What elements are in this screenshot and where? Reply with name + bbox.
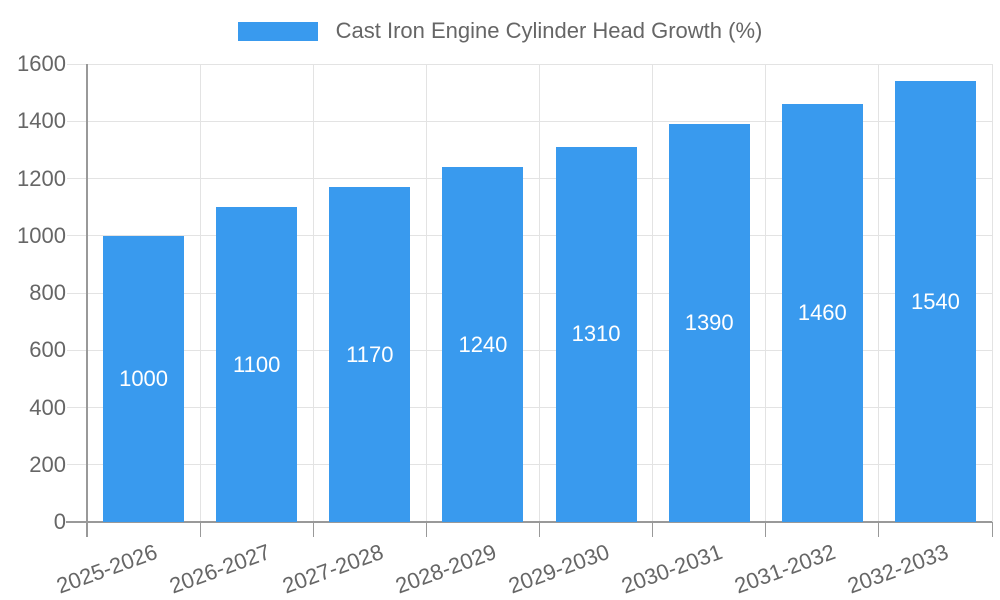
legend-item[interactable]: Cast Iron Engine Cylinder Head Growth (%… <box>237 18 763 44</box>
y-axis-label: 1600 <box>17 51 66 76</box>
gridline-vertical <box>312 64 314 522</box>
x-axis-tick <box>652 522 654 537</box>
y-axis-label: 800 <box>29 280 66 305</box>
bar-value-label: 1000 <box>119 365 169 391</box>
x-axis-label: 2032-2033 <box>844 539 952 599</box>
gridline-vertical <box>991 64 993 522</box>
y-axis-label: 400 <box>29 394 66 420</box>
bar: 1540 <box>894 81 976 522</box>
x-axis-line <box>66 521 992 523</box>
x-axis-label: 2028-2029 <box>392 539 500 599</box>
x-axis-tick <box>765 522 767 537</box>
legend-label: Cast Iron Engine Cylinder Head Growth (%… <box>335 18 763 43</box>
y-axis-tick <box>67 63 87 65</box>
y-axis-label: 1200 <box>17 165 66 191</box>
bar-value-label: 1540 <box>910 288 960 314</box>
x-axis-label: 2026-2027 <box>165 539 274 599</box>
y-axis-tick <box>67 120 87 122</box>
x-axis-label: 2027-2028 <box>278 539 387 599</box>
x-axis-label: 2031-2032 <box>731 539 839 599</box>
legend: Cast Iron Engine Cylinder Head Growth (%… <box>0 18 1000 44</box>
x-axis-tick <box>878 522 880 537</box>
bar-value-label: 1170 <box>346 341 394 367</box>
y-axis-label: 1000 <box>17 222 66 248</box>
bar: 1170 <box>329 187 411 522</box>
bar: 1390 <box>668 124 750 522</box>
y-axis-label: 1400 <box>17 108 66 134</box>
gridline-vertical <box>878 64 880 522</box>
x-axis-label: 2030-2031 <box>618 539 726 599</box>
bar: 1240 <box>442 167 524 522</box>
x-axis-tick <box>425 522 427 537</box>
x-axis-tick <box>539 522 540 537</box>
y-axis-tick <box>67 349 87 351</box>
y-axis-tick <box>67 178 87 179</box>
legend-swatch-icon <box>237 21 318 41</box>
x-axis-label: 2025-2026 <box>52 539 161 599</box>
bar-value-label: 1390 <box>684 310 734 336</box>
y-axis-tick <box>67 292 87 294</box>
gridline-vertical <box>425 64 427 522</box>
y-axis-line <box>86 64 88 537</box>
bar-value-label: 1310 <box>571 321 621 347</box>
y-axis-tick <box>67 464 87 466</box>
bar: 1310 <box>555 147 637 522</box>
bar-value-label: 1100 <box>233 351 281 377</box>
x-axis-tick <box>312 522 314 537</box>
x-axis-label: 2029-2030 <box>505 539 613 599</box>
gridline-vertical <box>539 64 540 522</box>
gridline-vertical <box>652 64 654 522</box>
y-axis-label: 0 <box>53 509 66 534</box>
gridline-vertical <box>765 64 767 522</box>
x-axis-tick <box>199 522 201 537</box>
bar-value-label: 1240 <box>458 331 508 357</box>
y-axis-tick <box>67 407 87 408</box>
x-axis-tick <box>991 522 993 537</box>
bar: 1100 <box>216 207 298 522</box>
gridline-vertical <box>199 64 201 522</box>
y-axis-tick <box>67 235 87 237</box>
bar: 1000 <box>103 235 185 522</box>
y-axis-label: 600 <box>29 337 66 363</box>
bar: 1460 <box>781 104 863 522</box>
bar-value-label: 1460 <box>797 300 847 326</box>
y-axis-label: 200 <box>29 451 66 477</box>
